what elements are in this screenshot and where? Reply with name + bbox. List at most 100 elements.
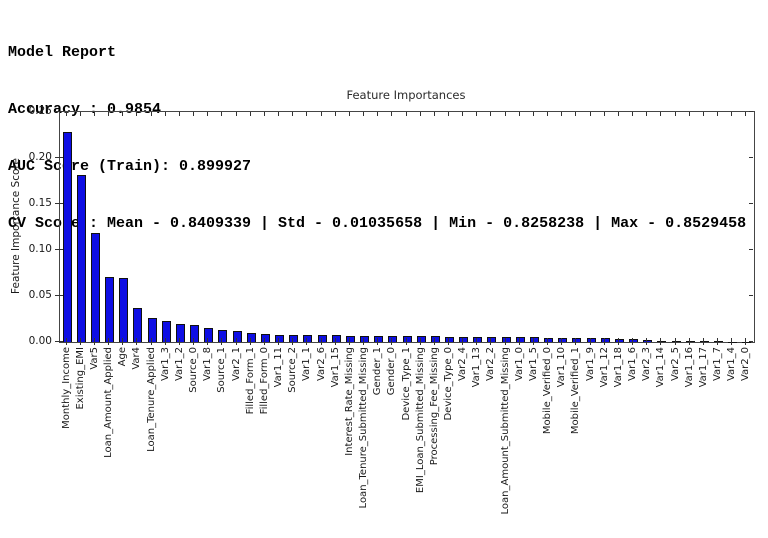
tick-mark <box>164 112 166 116</box>
x-tick-label: Var1_5 <box>527 347 539 382</box>
x-tick-label: Monthly_Income <box>60 347 72 429</box>
tick-mark <box>278 112 280 116</box>
tick-mark <box>749 248 753 250</box>
tick-mark <box>108 338 110 345</box>
bar-Var1_13 <box>473 336 483 342</box>
x-tick-label: Mobile_Verified_0 <box>542 347 554 435</box>
y-tick-label: 0.25 <box>28 105 52 117</box>
tick-mark <box>405 112 407 116</box>
tick-mark <box>575 338 577 345</box>
tick-mark <box>249 112 251 116</box>
tick-mark <box>646 338 648 345</box>
tick-mark <box>674 338 676 345</box>
tick-mark <box>235 112 237 116</box>
tick-mark <box>561 112 563 116</box>
tick-mark <box>150 338 152 345</box>
x-tick-label: Filled_Form_0 <box>258 347 270 415</box>
tick-mark <box>518 112 520 116</box>
tick-mark <box>674 112 676 116</box>
x-tick-label: Var1_9 <box>584 347 596 382</box>
tick-mark <box>306 112 308 116</box>
tick-mark <box>348 112 350 116</box>
bar-Var1_3 <box>161 320 171 342</box>
tick-mark <box>79 338 81 345</box>
bar-Gender_1 <box>374 336 384 342</box>
x-tick-label: Var1_13 <box>471 347 483 388</box>
chart-title: Feature Importances <box>346 88 466 102</box>
y-tick-label: 0.00 <box>28 335 52 347</box>
bar-Var1_16 <box>685 341 695 342</box>
x-tick-label: Var1_0 <box>513 347 525 382</box>
x-tick-label: Device_Type_1 <box>400 347 412 421</box>
y-axis-label: Feature Importance Score <box>10 158 22 294</box>
bar-Var1_10 <box>558 337 568 342</box>
bar-Age <box>119 278 129 342</box>
tick-mark <box>93 338 95 345</box>
tick-mark <box>617 112 619 116</box>
tick-mark <box>490 338 492 345</box>
x-tick-label: Source_2 <box>287 347 299 393</box>
bar-EMI_Loan_Submitted_Missing <box>416 336 426 342</box>
tick-mark <box>419 112 421 116</box>
x-tick-label: Var1_3 <box>159 347 171 382</box>
tick-mark <box>476 338 478 345</box>
tick-mark <box>306 338 308 345</box>
tick-mark <box>79 112 81 116</box>
y-tick-label: 0.10 <box>28 243 52 255</box>
x-tick-label: Var2_5 <box>669 347 681 382</box>
x-tick-label: Var1_7 <box>712 347 724 382</box>
x-tick-label: Var2_1 <box>230 347 242 382</box>
x-tick-label: Mobile_Verified_1 <box>570 347 582 435</box>
tick-mark <box>292 112 294 116</box>
x-tick-label: Var1_14 <box>655 347 667 388</box>
x-tick-label: Var2_6 <box>315 347 327 382</box>
x-tick-label: Var1_17 <box>697 347 709 388</box>
tick-mark <box>589 112 591 116</box>
tick-mark <box>447 112 449 116</box>
tick-mark <box>603 338 605 345</box>
bar-Gender_0 <box>388 336 398 342</box>
bar-Mobile_Verified_1 <box>572 337 582 342</box>
x-tick-label: Var1_16 <box>683 347 695 388</box>
bar-Loan_Tenure_Submitted_Missing <box>360 335 369 342</box>
tick-mark <box>178 338 180 345</box>
tick-mark <box>688 112 690 116</box>
x-tick-label: Var1_2 <box>173 347 185 382</box>
tick-mark <box>278 338 280 345</box>
bar-Device_Type_0 <box>444 336 454 342</box>
bar-Source_1 <box>218 329 228 342</box>
tick-mark <box>55 294 63 296</box>
tick-mark <box>150 112 152 116</box>
bar-Var2_3 <box>643 339 653 342</box>
x-tick-label: EMI_Loan_Submitted_Missing <box>414 347 426 494</box>
tick-mark <box>334 112 336 116</box>
tick-mark <box>702 112 704 116</box>
report-accuracy-line: Accuracy : 0.9854 <box>8 101 162 118</box>
tick-mark <box>688 338 690 345</box>
bar-Var5 <box>90 232 100 342</box>
y-tick-label: 0.05 <box>28 289 52 301</box>
x-tick-label: Gender_1 <box>372 347 384 396</box>
x-tick-label: Filled_Form_1 <box>244 347 256 415</box>
bar-Var1_15 <box>331 335 341 342</box>
tick-mark <box>745 338 747 345</box>
tick-mark <box>547 338 549 345</box>
bar-Var1_5 <box>529 337 539 342</box>
bar-Var2_6 <box>317 335 327 342</box>
x-tick-label: Var5 <box>88 347 100 370</box>
bar-Var1_9 <box>586 338 596 342</box>
x-tick-label: Var1_6 <box>627 347 639 382</box>
x-tick-label: Loan_Tenure_Submitted_Missing <box>358 347 369 509</box>
bar-Var1_2 <box>175 324 185 342</box>
tick-mark <box>447 338 449 345</box>
tick-mark <box>193 112 195 116</box>
tick-mark <box>348 338 350 345</box>
bar-Var1_1 <box>303 335 313 342</box>
tick-mark <box>292 338 294 345</box>
tick-mark <box>55 156 63 158</box>
tick-mark <box>702 338 704 345</box>
tick-mark <box>490 112 492 116</box>
x-tick-label: Loan_Amount_Applied <box>103 347 115 458</box>
tick-mark <box>405 338 407 345</box>
bar-Var2_4 <box>459 336 469 342</box>
